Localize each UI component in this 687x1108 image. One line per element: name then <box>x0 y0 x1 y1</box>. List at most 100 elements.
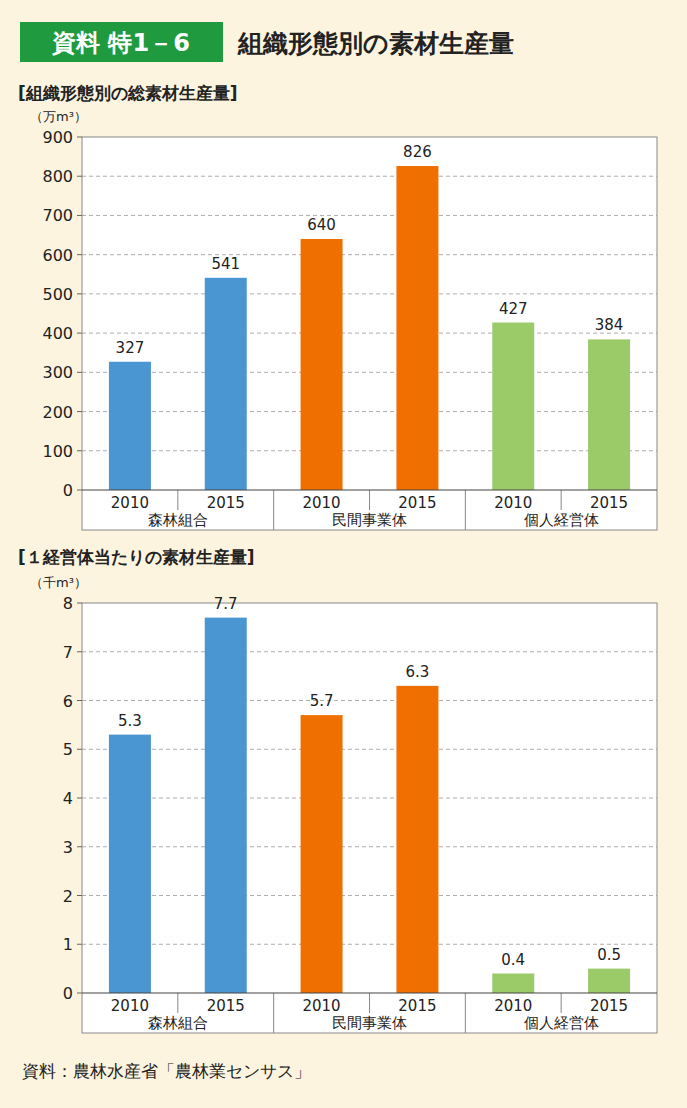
category-label: 2015 <box>398 997 436 1015</box>
axis-label: （万m³） <box>30 109 87 124</box>
axis-label: （千m³） <box>30 575 87 590</box>
separator <box>177 490 178 510</box>
tick <box>77 333 82 334</box>
category-label: 2015 <box>207 494 245 512</box>
tick <box>77 411 82 412</box>
separator <box>561 490 562 510</box>
tick-label: 700 <box>42 206 73 225</box>
tick <box>77 944 82 945</box>
data-label: 427 <box>499 300 528 318</box>
tick-label: 300 <box>42 363 73 382</box>
grid-line <box>82 944 657 945</box>
tick <box>77 137 82 138</box>
tick-label: 7 <box>63 643 73 662</box>
group-label: 民間事業体 <box>332 511 407 529</box>
tick <box>77 293 82 294</box>
separator <box>465 993 466 1033</box>
page: 資料 特1－6組織形態別の素材生産量[組織形態別の総素材生産量]（万m³）010… <box>0 0 687 1108</box>
bar <box>109 362 151 490</box>
chart: [組織形態別の総素材生産量]（万m³）010020030040050060070… <box>18 83 657 530</box>
category-label: 2010 <box>494 997 532 1015</box>
group-label: 森林組合 <box>148 1014 208 1032</box>
tick <box>77 895 82 896</box>
data-label: 6.3 <box>405 663 429 681</box>
category-label: 2015 <box>590 494 628 512</box>
bar <box>396 166 438 490</box>
data-label: 5.3 <box>118 712 142 730</box>
grid-line <box>82 651 657 652</box>
data-label: 541 <box>211 255 240 273</box>
bar <box>492 974 534 994</box>
category-label: 2015 <box>398 494 436 512</box>
category-label: 2010 <box>111 997 149 1015</box>
plot-frame <box>82 137 657 530</box>
bar <box>205 278 247 490</box>
separator <box>273 490 274 530</box>
tick <box>77 490 82 491</box>
tick-label: 800 <box>42 167 73 186</box>
grid-line <box>82 895 657 896</box>
plot-frame <box>82 603 657 1033</box>
grid-line <box>82 176 657 177</box>
data-label: 5.7 <box>310 692 334 710</box>
tick <box>77 450 82 451</box>
grid-line <box>82 215 657 216</box>
source: 資料：農林水産省「農林業センサス」 <box>22 1061 311 1081</box>
tick-label: 2 <box>63 887 73 906</box>
tick <box>77 749 82 750</box>
tick-label: 100 <box>42 442 73 461</box>
bars <box>109 618 630 993</box>
main-title: 組織形態別の素材生産量 <box>237 29 514 58</box>
separator <box>369 993 370 1013</box>
category-label: 2015 <box>207 997 245 1015</box>
tick-label: 0 <box>63 984 73 1003</box>
separator <box>273 993 274 1033</box>
separator <box>369 490 370 510</box>
grid-line <box>82 293 657 294</box>
group-label: 民間事業体 <box>332 1014 407 1032</box>
badge: 資料 特1－6 <box>51 29 190 57</box>
category-label: 2015 <box>590 997 628 1015</box>
bar <box>205 618 247 993</box>
grid-line <box>82 798 657 799</box>
tick <box>77 215 82 216</box>
tick-label: 4 <box>63 789 73 808</box>
bar <box>301 239 343 490</box>
chart: [１経営体当たりの素材生産量]（千m³）0123456785.320107.72… <box>18 547 657 1033</box>
x-axis <box>82 489 657 490</box>
grid-line <box>82 411 657 412</box>
bar <box>396 686 438 993</box>
tick <box>77 846 82 847</box>
tick-label: 900 <box>42 128 73 147</box>
tick <box>77 176 82 177</box>
tick <box>77 993 82 994</box>
x-axis <box>82 992 657 993</box>
tick-label: 8 <box>63 594 73 613</box>
tick-label: 400 <box>42 324 73 343</box>
grid-line <box>82 450 657 451</box>
bar <box>301 715 343 993</box>
category-label: 2010 <box>494 494 532 512</box>
group-label: 森林組合 <box>148 511 208 529</box>
badge-box <box>20 22 223 62</box>
tick-label: 0 <box>63 481 73 500</box>
separator <box>465 490 466 530</box>
data-label: 7.7 <box>214 595 238 613</box>
tick-label: 3 <box>63 838 73 857</box>
group-label: 個人経営体 <box>524 511 599 529</box>
tick <box>77 651 82 652</box>
grid-line <box>82 846 657 847</box>
data-label: 384 <box>595 316 624 334</box>
tick <box>77 798 82 799</box>
data-label: 327 <box>116 339 145 357</box>
grid-line <box>82 254 657 255</box>
tick <box>77 603 82 604</box>
tick <box>77 254 82 255</box>
chart-title: [１経営体当たりの素材生産量] <box>18 547 255 567</box>
data-label: 640 <box>307 216 336 234</box>
data-label: 0.5 <box>597 946 621 964</box>
category-label: 2010 <box>302 494 340 512</box>
tick-label: 600 <box>42 246 73 265</box>
tick <box>77 372 82 373</box>
category-label: 2010 <box>302 997 340 1015</box>
